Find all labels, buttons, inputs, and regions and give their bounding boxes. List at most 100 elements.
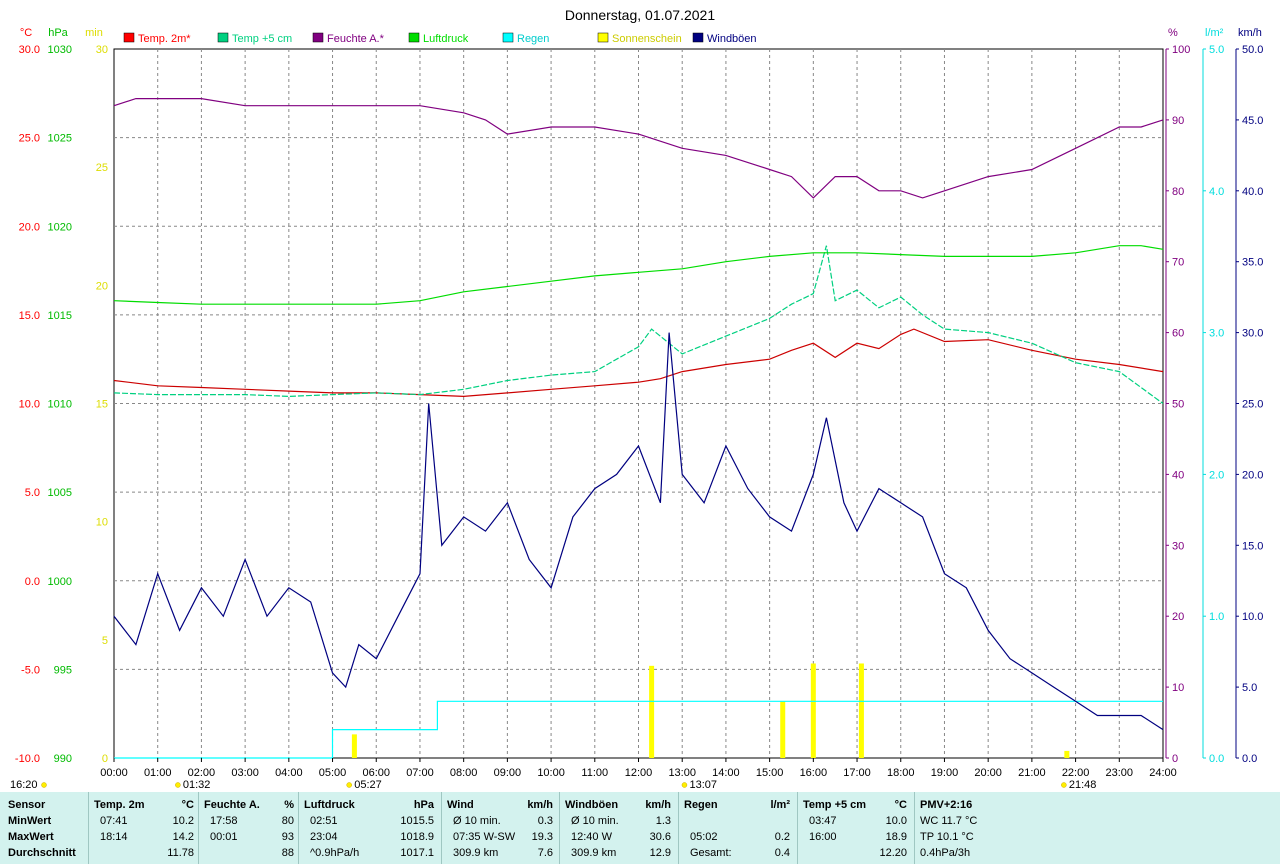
left-tick-label: 15.0	[19, 310, 40, 322]
x-tick-label: 10:00	[537, 767, 565, 779]
legend-swatch	[692, 32, 704, 43]
sunshine-bar	[1064, 750, 1070, 758]
left-axis-unit: min	[85, 27, 103, 39]
left-tick-label: 995	[54, 664, 72, 676]
stats-value: 0.4hPa/3h	[920, 847, 971, 859]
right-tick-label: 80	[1172, 186, 1184, 198]
stats-unit: °C	[181, 799, 194, 811]
sun-marker-label: 05:27	[354, 779, 382, 791]
stats-panel: Sensor MinWert MaxWert Durchschnitt Temp. 2m…	[0, 792, 1280, 864]
left-tick-label: 5	[102, 635, 108, 647]
x-tick-label: 13:00	[668, 767, 696, 779]
right-tick-label: 40.0	[1242, 186, 1263, 198]
left-tick-label: -5.0	[21, 664, 40, 676]
stats-row-label: MinWert	[8, 815, 52, 827]
sun-marker-label: 01:32	[183, 779, 211, 791]
stats-time: 309.9 km	[571, 847, 617, 859]
stats-value: 12.20	[879, 847, 907, 859]
right-tick-label: 20	[1172, 611, 1184, 623]
stats-separator	[198, 792, 199, 864]
sunshine-bar	[810, 663, 816, 758]
stats-time: 309.9 km	[453, 847, 499, 859]
left-axis-unit: hPa	[48, 27, 68, 39]
x-tick-label: 22:00	[1062, 767, 1090, 779]
right-tick-label: 35.0	[1242, 257, 1263, 269]
x-tick-label: 01:00	[144, 767, 172, 779]
stats-time: 16:00	[809, 831, 837, 843]
stats-separator	[441, 792, 442, 864]
x-tick-label: 03:00	[231, 767, 259, 779]
chart-grid	[113, 48, 1164, 759]
sunshine-bar	[351, 734, 357, 758]
stats-header: Wind	[447, 799, 474, 811]
series-line	[113, 332, 1164, 731]
legend-label: Luftdruck	[423, 33, 469, 45]
chart-title: Donnerstag, 01.07.2021	[565, 7, 715, 23]
right-tick-label: 5.0	[1242, 682, 1257, 694]
right-tick-label: 45.0	[1242, 115, 1263, 127]
left-tick-label: 15	[96, 399, 108, 411]
left-tick-label: 20	[96, 280, 108, 292]
stats-value: 10.0	[885, 815, 907, 827]
legend-label: Regen	[517, 33, 549, 45]
series-line	[113, 245, 1164, 404]
stats-time: 23:04	[310, 831, 338, 843]
x-tick-label: 05:00	[319, 767, 347, 779]
legend-swatch	[123, 32, 135, 43]
stats-column: PMV+2:16 WC 11.7 °C TP 10.1 °C 0.4hPa/3h	[920, 792, 1020, 864]
left-tick-label: 990	[54, 753, 72, 765]
left-tick-label: 1030	[48, 44, 72, 56]
stats-separator	[797, 792, 798, 864]
sun-icon	[41, 782, 47, 788]
stats-value: 80	[281, 815, 294, 827]
right-tick-label: 30.0	[1242, 328, 1263, 340]
x-tick-label: 12:00	[625, 767, 653, 779]
stats-column: Temp +5 cm °C 03:47 10.0 16:00 18.9 12.20	[803, 792, 913, 864]
stats-value: 11.78	[167, 847, 194, 859]
stats-header: Temp +5 cm	[803, 799, 867, 811]
stats-time: 17:58	[210, 815, 238, 827]
right-tick-label: 30	[1172, 540, 1184, 552]
stats-value: WC 11.7 °C	[920, 815, 978, 827]
stats-value: 0.4	[774, 847, 790, 859]
stats-header: Temp. 2m	[94, 799, 145, 811]
right-axis-unit: %	[1168, 27, 1178, 39]
stats-value: 1.3	[655, 815, 671, 827]
stats-value: 14.2	[172, 831, 194, 843]
legend-swatch	[502, 32, 514, 43]
stats-time: 07:35 W-SW	[453, 831, 516, 843]
right-tick-label: 10.0	[1242, 611, 1263, 623]
stats-time: 02:51	[310, 815, 338, 827]
stats-header: Luftdruck	[304, 799, 355, 811]
left-tick-label: 25	[96, 162, 108, 174]
stats-header: Feuchte A.	[204, 799, 260, 811]
stats-row-label: Durchschnitt	[8, 847, 76, 859]
left-axis-unit: °C	[20, 27, 32, 39]
sunshine-bar	[858, 663, 864, 758]
x-tick-label: 11:00	[581, 767, 608, 779]
sunshine-bar	[780, 701, 786, 758]
time-bottom-left: 16:20	[10, 779, 38, 791]
x-tick-label: 15:00	[756, 767, 784, 779]
stats-header: Regen	[684, 799, 718, 811]
right-tick-label: 40	[1172, 469, 1184, 481]
stats-value: 12.9	[649, 847, 671, 859]
stats-column: Sensor MinWert MaxWert Durchschnitt	[8, 792, 88, 864]
x-tick-label: 17:00	[843, 767, 871, 779]
stats-time: 07:41	[100, 815, 128, 827]
x-tick-label: 24:00	[1149, 767, 1177, 779]
x-tick-label: 23:00	[1106, 767, 1134, 779]
stats-value: 0.2	[774, 831, 790, 843]
stats-header: Sensor	[8, 799, 46, 811]
left-tick-label: 1025	[48, 133, 72, 145]
stats-separator	[559, 792, 560, 864]
stats-value: 1017.1	[400, 847, 434, 859]
x-tick-label: 09:00	[494, 767, 522, 779]
stats-time: 00:01	[210, 831, 238, 843]
right-tick-label: 0.0	[1242, 753, 1257, 765]
stats-column: Temp. 2m °C 07:41 10.2 18:14 14.2 11.78	[94, 792, 200, 864]
stats-unit: °C	[894, 799, 907, 811]
x-tick-label: 04:00	[275, 767, 303, 779]
stats-time: Gesamt:	[690, 847, 732, 859]
stats-value: TP 10.1 °C	[920, 831, 974, 843]
